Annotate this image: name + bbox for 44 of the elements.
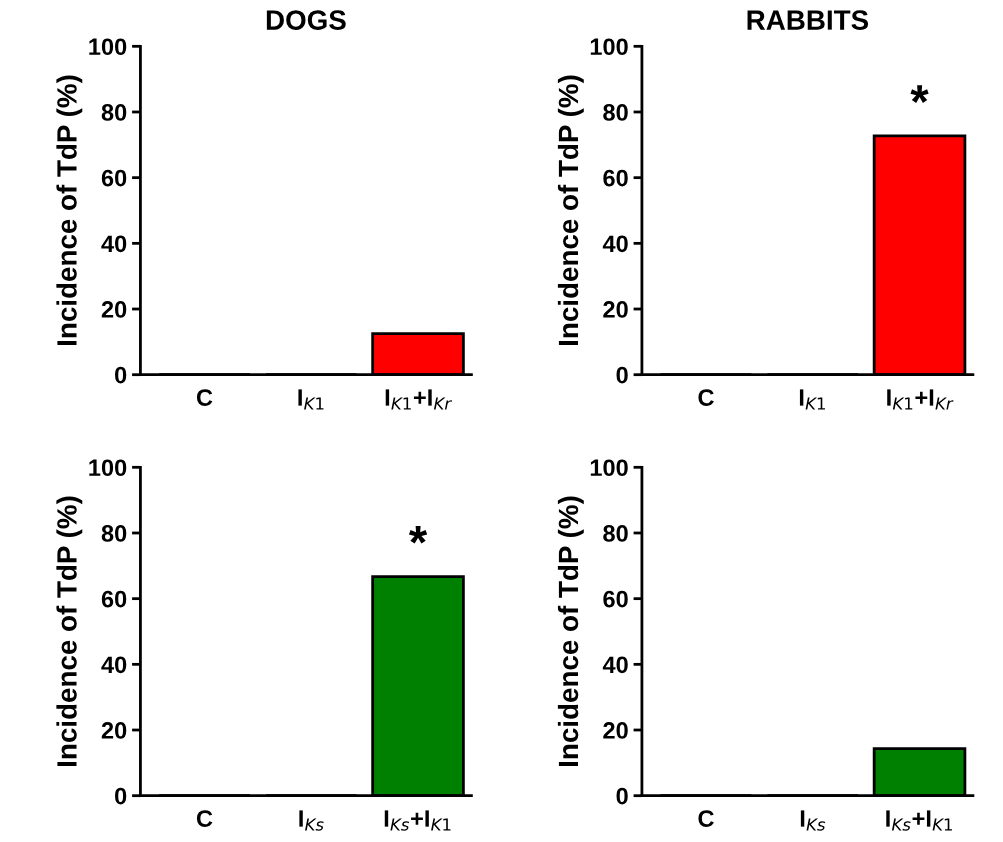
y-tick-label: 0 — [616, 366, 628, 384]
y-axis-title: Incidence of TdP (%) — [557, 496, 584, 766]
y-tick-label: 100 — [89, 459, 127, 477]
y-tick-label: 40 — [602, 235, 628, 253]
y-tick-label: 100 — [590, 38, 628, 56]
y-tick-label: 60 — [101, 169, 127, 187]
x-tick-label: C — [196, 810, 213, 827]
x-tick-label: I$_{Ks}$+I$_{K1}$ — [886, 810, 952, 831]
y-tick-label: 60 — [603, 169, 628, 187]
annotation: * — [910, 85, 929, 103]
y-tick-label: 80 — [101, 104, 127, 121]
y-tick-label: 20 — [101, 722, 127, 739]
y-tick-label: 60 — [101, 590, 127, 608]
chart-title: DOGS — [266, 10, 346, 30]
x-tick-label: I$_{Ks}$ — [800, 810, 826, 831]
x-tick-label: I$_{K1}$+I$_{Kr}$ — [887, 389, 954, 410]
y-tick-label: 80 — [603, 104, 628, 121]
y-tick-label: 40 — [101, 235, 127, 253]
x-tick-label: C — [196, 389, 213, 406]
y-tick-label: 100 — [89, 38, 127, 56]
y-tick-label: 0 — [616, 787, 628, 805]
x-tick-label: I$_{Ks}$+I$_{K1}$ — [384, 810, 451, 831]
x-tick-label: C — [698, 810, 714, 827]
y-tick-label: 80 — [603, 525, 628, 542]
x-tick-label: I$_{Ks}$ — [299, 810, 324, 831]
x-tick-label: I$_{K1}$+I$_{Kr}$ — [385, 389, 452, 410]
x-tick-label: C — [698, 389, 714, 406]
y-tick-label: 100 — [590, 459, 628, 477]
y-tick-label: 20 — [603, 301, 628, 318]
y-tick-label: 80 — [101, 525, 127, 542]
y-tick-label: 0 — [115, 366, 127, 384]
y-tick-label: 20 — [101, 301, 127, 318]
y-tick-label: 40 — [101, 656, 127, 674]
y-tick-label: 0 — [115, 787, 127, 805]
chart-title: RABBITS — [747, 10, 869, 30]
y-tick-label: 60 — [603, 590, 628, 608]
x-tick-label: I$_{K1}$ — [298, 389, 324, 410]
y-tick-label: 40 — [602, 656, 628, 674]
y-tick-label: 20 — [603, 722, 628, 739]
x-tick-label: I$_{K1}$ — [799, 389, 825, 410]
y-axis-title: Incidence of TdP (%) — [56, 496, 83, 766]
y-axis-title: Incidence of TdP (%) — [557, 75, 584, 345]
annotation: * — [408, 526, 428, 544]
y-axis-title: Incidence of TdP (%) — [56, 75, 83, 345]
